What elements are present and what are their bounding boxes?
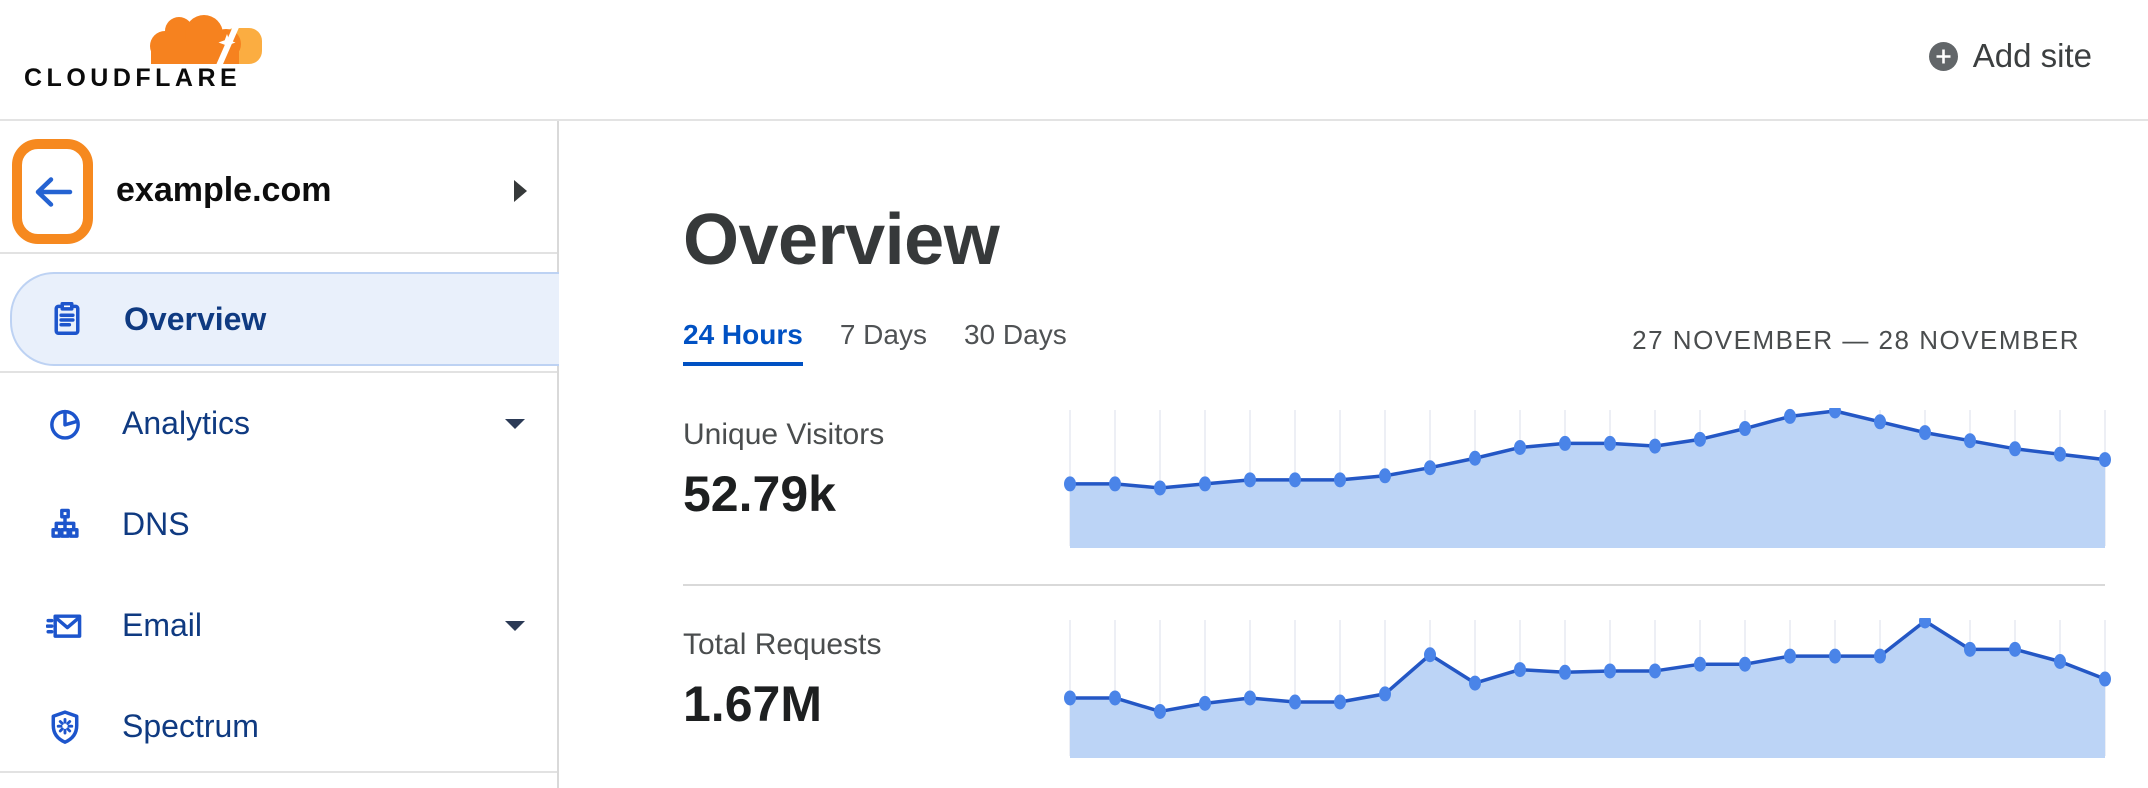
tab-7-days[interactable]: 7 Days: [839, 319, 927, 350]
pie-chart-icon: [50, 409, 80, 440]
chevron-right-icon[interactable]: [510, 177, 530, 205]
metric-value-total-requests: 1.67M: [683, 676, 822, 732]
sidebar-item-label: Overview: [124, 300, 267, 337]
chevron-down-icon: [505, 620, 525, 631]
app-header: CLOUDFLARE Add site: [0, 0, 2148, 121]
clipboard-icon: [54, 302, 80, 335]
sidebar-item-label: Spectrum: [122, 708, 259, 744]
email-envelope-icon: [46, 613, 82, 638]
cloudflare-logo[interactable]: CLOUDFLARE: [24, 4, 264, 96]
divider: [0, 771, 557, 773]
add-site-label: Add site: [1972, 37, 2092, 74]
metric-label-total-requests: Total Requests: [683, 628, 882, 661]
sidebar-item-email[interactable]: Email: [0, 575, 559, 676]
back-button[interactable]: [12, 139, 93, 244]
sidebar-item-overview[interactable]: Overview: [10, 272, 559, 366]
metric-value-unique-visitors: 52.79k: [683, 466, 836, 522]
add-site-button[interactable]: Add site: [1928, 36, 2092, 76]
sidebar-item-spectrum[interactable]: Spectrum: [0, 676, 559, 777]
sidebar-item-label: DNS: [122, 506, 190, 542]
total-requests-chart[interactable]: [1062, 618, 2112, 759]
tab-24-hours[interactable]: 24 Hours: [683, 319, 803, 366]
divider: [0, 371, 557, 373]
site-name: example.com: [116, 171, 332, 209]
time-range-tabs: 24 Hours 7 Days 30 Days: [683, 319, 1067, 366]
dns-tree-icon: [51, 508, 79, 538]
plus-icon: [1928, 41, 1958, 71]
cloudflare-cloud-icon: [150, 15, 262, 64]
sidebar-item-label: Email: [122, 607, 203, 643]
date-range-label: 27 NOVEMBER — 28 NOVEMBER: [1632, 325, 2080, 355]
metric-label-unique-visitors: Unique Visitors: [683, 418, 885, 451]
unique-visitors-chart[interactable]: [1062, 408, 2112, 549]
divider: [0, 252, 557, 254]
back-arrow-icon: [35, 176, 72, 207]
chevron-down-icon: [505, 418, 525, 429]
sidebar-item-label: Analytics: [122, 405, 251, 441]
sidebar-item-dns[interactable]: DNS: [0, 474, 559, 575]
sidebar-item-analytics[interactable]: Analytics: [0, 373, 559, 474]
cloudflare-wordmark: CLOUDFLARE: [24, 64, 242, 92]
main-content: Overview 24 Hours 7 Days 30 Days 27 NOVE…: [559, 121, 2148, 788]
page-title: Overview: [683, 200, 1000, 280]
tab-30-days[interactable]: 30 Days: [963, 319, 1067, 350]
shield-spark-icon: [51, 709, 79, 744]
divider: [683, 584, 2105, 586]
sidebar: example.com Overview Analytics: [0, 121, 559, 788]
